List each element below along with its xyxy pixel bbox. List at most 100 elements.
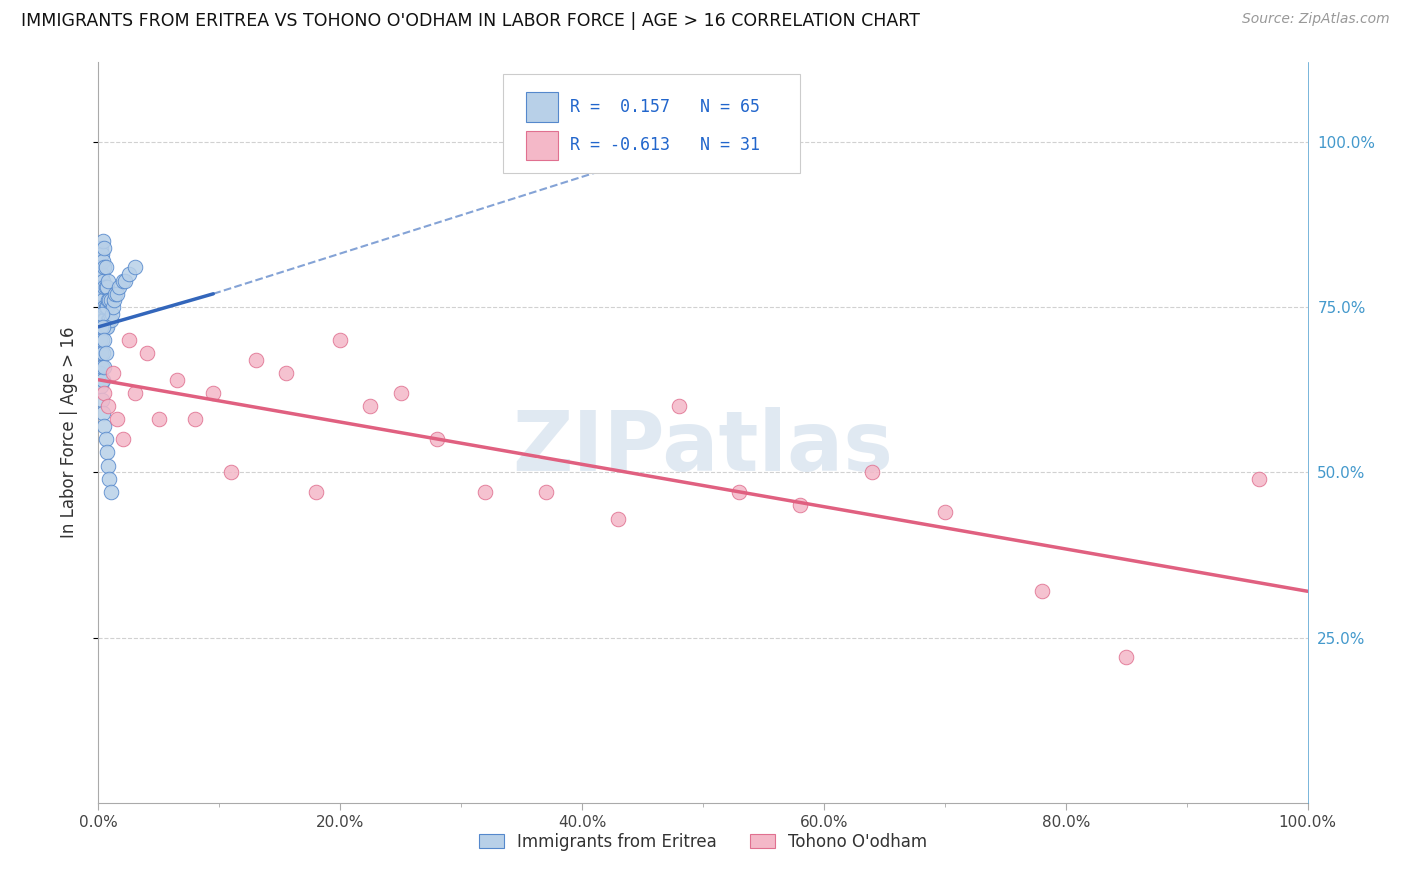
Point bbox=[100, 293, 122, 308]
Point bbox=[245, 352, 267, 367]
Point bbox=[94, 432, 117, 446]
Point bbox=[426, 432, 449, 446]
Point bbox=[97, 293, 120, 308]
Point bbox=[329, 333, 352, 347]
Text: R =  0.157   N = 65: R = 0.157 N = 65 bbox=[569, 98, 761, 116]
Point bbox=[89, 333, 111, 347]
Point bbox=[118, 333, 141, 347]
Point bbox=[90, 293, 112, 308]
Point bbox=[94, 300, 117, 314]
Point bbox=[89, 253, 111, 268]
Point bbox=[166, 373, 188, 387]
Point bbox=[98, 293, 121, 308]
Point bbox=[360, 399, 382, 413]
Point bbox=[105, 412, 128, 426]
Point bbox=[789, 499, 811, 513]
Point bbox=[607, 511, 630, 525]
Point bbox=[474, 485, 496, 500]
Point bbox=[389, 386, 412, 401]
Point bbox=[114, 274, 136, 288]
Point bbox=[91, 406, 114, 420]
Point bbox=[96, 445, 118, 459]
Point bbox=[89, 280, 111, 294]
Point bbox=[91, 234, 114, 248]
Point bbox=[1249, 472, 1271, 486]
Point bbox=[98, 313, 121, 327]
Point bbox=[93, 333, 115, 347]
Point bbox=[934, 505, 956, 519]
Point bbox=[97, 399, 120, 413]
Point bbox=[202, 386, 225, 401]
Point bbox=[90, 241, 112, 255]
Point bbox=[93, 419, 115, 434]
Point bbox=[94, 280, 117, 294]
Point bbox=[91, 346, 114, 360]
Point bbox=[94, 346, 117, 360]
FancyBboxPatch shape bbox=[526, 130, 558, 161]
Point bbox=[91, 253, 114, 268]
Point bbox=[100, 313, 122, 327]
Point bbox=[101, 366, 124, 380]
Point bbox=[96, 300, 118, 314]
Point bbox=[91, 392, 114, 407]
Point bbox=[94, 260, 117, 275]
Point bbox=[90, 379, 112, 393]
Point bbox=[93, 313, 115, 327]
Point bbox=[91, 247, 114, 261]
Text: ZIPatlas: ZIPatlas bbox=[513, 407, 893, 488]
Point bbox=[94, 319, 117, 334]
Point bbox=[111, 432, 134, 446]
Point bbox=[100, 485, 122, 500]
Point bbox=[91, 373, 114, 387]
Point bbox=[135, 346, 157, 360]
Y-axis label: In Labor Force | Age > 16: In Labor Force | Age > 16 bbox=[59, 326, 77, 539]
Point bbox=[93, 359, 115, 374]
Point bbox=[96, 280, 118, 294]
Point bbox=[104, 286, 127, 301]
Point bbox=[184, 412, 207, 426]
Point bbox=[97, 313, 120, 327]
FancyBboxPatch shape bbox=[526, 92, 558, 121]
Text: IMMIGRANTS FROM ERITREA VS TOHONO O'ODHAM IN LABOR FORCE | AGE > 16 CORRELATION : IMMIGRANTS FROM ERITREA VS TOHONO O'ODHA… bbox=[21, 12, 920, 29]
Point bbox=[1031, 584, 1053, 599]
Point bbox=[91, 293, 114, 308]
Point bbox=[148, 412, 170, 426]
Point bbox=[97, 274, 120, 288]
Point bbox=[93, 241, 115, 255]
Point bbox=[124, 386, 146, 401]
Point bbox=[93, 300, 115, 314]
Point bbox=[91, 313, 114, 327]
Point bbox=[105, 286, 128, 301]
Point bbox=[90, 319, 112, 334]
Point bbox=[100, 307, 122, 321]
Point bbox=[90, 346, 112, 360]
Point bbox=[91, 319, 114, 334]
Point bbox=[93, 386, 115, 401]
Point bbox=[91, 333, 114, 347]
Point bbox=[98, 472, 121, 486]
Point bbox=[91, 267, 114, 281]
Point bbox=[103, 293, 125, 308]
Point bbox=[91, 307, 114, 321]
Point bbox=[96, 319, 118, 334]
Point bbox=[90, 267, 112, 281]
Point bbox=[1115, 650, 1137, 665]
Point bbox=[91, 307, 114, 321]
Point bbox=[111, 274, 134, 288]
Text: Source: ZipAtlas.com: Source: ZipAtlas.com bbox=[1241, 12, 1389, 26]
Point bbox=[108, 280, 131, 294]
Point bbox=[91, 274, 114, 288]
Point bbox=[97, 458, 120, 473]
Point bbox=[93, 280, 115, 294]
Legend: Immigrants from Eritrea, Tohono O'odham: Immigrants from Eritrea, Tohono O'odham bbox=[472, 826, 934, 857]
Point bbox=[118, 267, 141, 281]
Text: R = -0.613   N = 31: R = -0.613 N = 31 bbox=[569, 136, 761, 154]
Point bbox=[534, 485, 557, 500]
Point bbox=[860, 465, 883, 479]
Point bbox=[305, 485, 328, 500]
Point bbox=[91, 286, 114, 301]
Point bbox=[728, 485, 751, 500]
Point bbox=[668, 399, 690, 413]
Point bbox=[89, 366, 111, 380]
Point bbox=[124, 260, 146, 275]
